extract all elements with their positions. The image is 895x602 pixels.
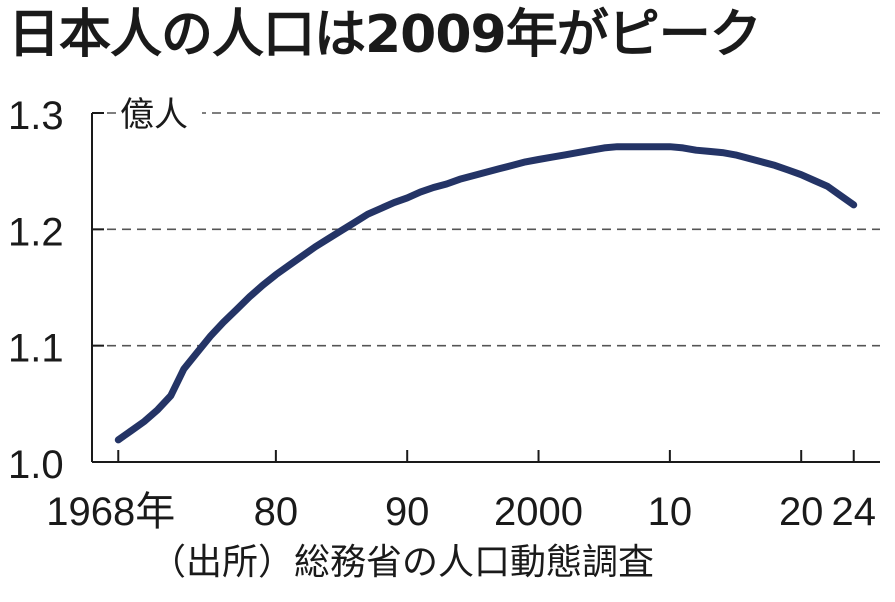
chart-title: 日本人の人口は2009年がピーク xyxy=(8,5,762,65)
y-axis-unit-label: 億人 xyxy=(120,95,188,135)
x-tick-label: 80 xyxy=(254,490,299,534)
x-tick-label: 24 xyxy=(831,490,876,534)
x-tick-label: 20 xyxy=(779,490,824,534)
y-tick-label: 1.0 xyxy=(8,443,64,487)
population-series-line xyxy=(114,143,858,444)
x-tick-label: 10 xyxy=(648,490,693,534)
y-tick-label: 1.2 xyxy=(8,210,64,254)
x-tick-label: 1968年 xyxy=(46,490,175,534)
y-tick-label: 1.3 xyxy=(8,94,64,138)
x-tick-label: 2000 xyxy=(494,490,583,534)
y-tick-label: 1.1 xyxy=(8,327,64,371)
source-note: （出所）総務省の人口動態調査 xyxy=(150,542,655,583)
x-tick-label: 90 xyxy=(385,490,430,534)
unit-label-background xyxy=(116,92,202,134)
